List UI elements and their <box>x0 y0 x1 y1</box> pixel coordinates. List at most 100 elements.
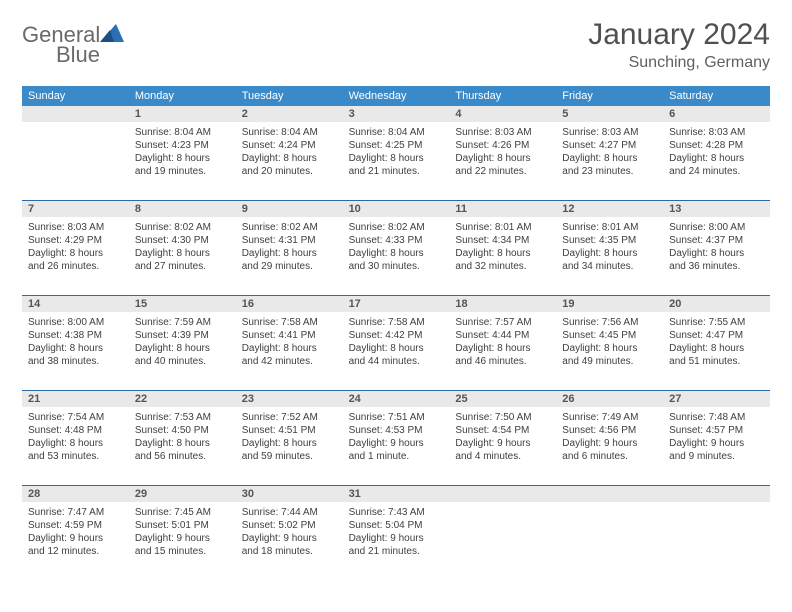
day-cell: Sunrise: 8:04 AMSunset: 4:23 PMDaylight:… <box>129 122 236 200</box>
sunset-line: Sunset: 4:50 PM <box>135 424 230 437</box>
daylight-line-2: and 23 minutes. <box>562 165 657 178</box>
daylight-line-2: and 49 minutes. <box>562 355 657 368</box>
sunset-line: Sunset: 4:31 PM <box>242 234 337 247</box>
daylight-line-2: and 32 minutes. <box>455 260 550 273</box>
day-cell: Sunrise: 8:04 AMSunset: 4:25 PMDaylight:… <box>343 122 450 200</box>
day-info: Sunrise: 8:04 AMSunset: 4:24 PMDaylight:… <box>240 124 339 178</box>
day-info: Sunrise: 8:03 AMSunset: 4:27 PMDaylight:… <box>560 124 659 178</box>
day-number: 19 <box>556 296 663 312</box>
sunset-line: Sunset: 4:44 PM <box>455 329 550 342</box>
daylight-line-1: Daylight: 9 hours <box>455 437 550 450</box>
daylight-line-2: and 22 minutes. <box>455 165 550 178</box>
day-number: 12 <box>556 201 663 217</box>
sunset-line: Sunset: 4:24 PM <box>242 139 337 152</box>
dow-sat: Saturday <box>663 86 770 106</box>
dow-fri: Friday <box>556 86 663 106</box>
daylight-line-2: and 56 minutes. <box>135 450 230 463</box>
sunset-line: Sunset: 5:02 PM <box>242 519 337 532</box>
daylight-line-1: Daylight: 8 hours <box>135 247 230 260</box>
daylight-line-2: and 20 minutes. <box>242 165 337 178</box>
sunrise-line: Sunrise: 7:47 AM <box>28 506 123 519</box>
daylight-line-2: and 40 minutes. <box>135 355 230 368</box>
dow-tue: Tuesday <box>236 86 343 106</box>
daylight-line-2: and 38 minutes. <box>28 355 123 368</box>
sunset-line: Sunset: 4:41 PM <box>242 329 337 342</box>
daylight-line-1: Daylight: 9 hours <box>349 532 444 545</box>
day-number: 31 <box>343 486 450 502</box>
day-number: 4 <box>449 106 556 122</box>
sunset-line: Sunset: 4:37 PM <box>669 234 764 247</box>
dow-sun: Sunday <box>22 86 129 106</box>
daylight-line-1: Daylight: 8 hours <box>242 247 337 260</box>
day-cell: Sunrise: 7:52 AMSunset: 4:51 PMDaylight:… <box>236 407 343 485</box>
day-number: 21 <box>22 391 129 407</box>
sunset-line: Sunset: 4:33 PM <box>349 234 444 247</box>
day-number: 30 <box>236 486 343 502</box>
week-row: Sunrise: 8:03 AMSunset: 4:29 PMDaylight:… <box>22 217 770 296</box>
day-info: Sunrise: 7:57 AMSunset: 4:44 PMDaylight:… <box>453 314 552 368</box>
day-info: Sunrise: 7:59 AMSunset: 4:39 PMDaylight:… <box>133 314 232 368</box>
day-cell: Sunrise: 8:00 AMSunset: 4:38 PMDaylight:… <box>22 312 129 390</box>
day-number: 2 <box>236 106 343 122</box>
daylight-line-2: and 59 minutes. <box>242 450 337 463</box>
daylight-line-1: Daylight: 8 hours <box>242 342 337 355</box>
daylight-line-1: Daylight: 8 hours <box>135 152 230 165</box>
daylight-line-1: Daylight: 8 hours <box>242 152 337 165</box>
day-cell: Sunrise: 7:48 AMSunset: 4:57 PMDaylight:… <box>663 407 770 485</box>
day-cell: Sunrise: 8:02 AMSunset: 4:33 PMDaylight:… <box>343 217 450 295</box>
sunrise-line: Sunrise: 8:01 AM <box>455 221 550 234</box>
daylight-line-2: and 26 minutes. <box>28 260 123 273</box>
day-cell: Sunrise: 7:43 AMSunset: 5:04 PMDaylight:… <box>343 502 450 580</box>
day-number: 15 <box>129 296 236 312</box>
sunset-line: Sunset: 4:39 PM <box>135 329 230 342</box>
sunset-line: Sunset: 4:25 PM <box>349 139 444 152</box>
day-number: 28 <box>22 486 129 502</box>
day-info: Sunrise: 7:52 AMSunset: 4:51 PMDaylight:… <box>240 409 339 463</box>
day-cell: Sunrise: 7:59 AMSunset: 4:39 PMDaylight:… <box>129 312 236 390</box>
daylight-line-1: Daylight: 9 hours <box>349 437 444 450</box>
daylight-line-2: and 4 minutes. <box>455 450 550 463</box>
daylight-line-2: and 15 minutes. <box>135 545 230 558</box>
daylight-line-1: Daylight: 8 hours <box>349 247 444 260</box>
sunrise-line: Sunrise: 7:57 AM <box>455 316 550 329</box>
day-number: 3 <box>343 106 450 122</box>
daynum-row: 28293031 <box>22 486 770 502</box>
sunset-line: Sunset: 4:29 PM <box>28 234 123 247</box>
week-row: Sunrise: 8:04 AMSunset: 4:23 PMDaylight:… <box>22 122 770 201</box>
sunset-line: Sunset: 4:23 PM <box>135 139 230 152</box>
day-cell: Sunrise: 7:58 AMSunset: 4:41 PMDaylight:… <box>236 312 343 390</box>
daylight-line-1: Daylight: 8 hours <box>28 247 123 260</box>
daylight-line-1: Daylight: 8 hours <box>349 152 444 165</box>
day-number <box>663 486 770 502</box>
sunrise-line: Sunrise: 8:04 AM <box>135 126 230 139</box>
day-cell <box>663 502 770 580</box>
daylight-line-1: Daylight: 8 hours <box>135 342 230 355</box>
daylight-line-1: Daylight: 8 hours <box>28 342 123 355</box>
sunset-line: Sunset: 4:57 PM <box>669 424 764 437</box>
day-cell: Sunrise: 7:57 AMSunset: 4:44 PMDaylight:… <box>449 312 556 390</box>
sunset-line: Sunset: 4:59 PM <box>28 519 123 532</box>
daylight-line-2: and 46 minutes. <box>455 355 550 368</box>
day-number <box>449 486 556 502</box>
day-number: 9 <box>236 201 343 217</box>
day-number: 18 <box>449 296 556 312</box>
day-cell <box>22 122 129 200</box>
sunset-line: Sunset: 4:38 PM <box>28 329 123 342</box>
day-number: 23 <box>236 391 343 407</box>
daylight-line-1: Daylight: 9 hours <box>242 532 337 545</box>
daylight-line-1: Daylight: 8 hours <box>242 437 337 450</box>
day-info: Sunrise: 8:00 AMSunset: 4:38 PMDaylight:… <box>26 314 125 368</box>
day-cell: Sunrise: 8:01 AMSunset: 4:35 PMDaylight:… <box>556 217 663 295</box>
day-number: 24 <box>343 391 450 407</box>
daylight-line-2: and 34 minutes. <box>562 260 657 273</box>
day-info: Sunrise: 7:51 AMSunset: 4:53 PMDaylight:… <box>347 409 446 463</box>
daylight-line-2: and 12 minutes. <box>28 545 123 558</box>
day-cell: Sunrise: 7:55 AMSunset: 4:47 PMDaylight:… <box>663 312 770 390</box>
day-number: 14 <box>22 296 129 312</box>
day-number: 7 <box>22 201 129 217</box>
daylight-line-2: and 1 minute. <box>349 450 444 463</box>
header: General Blue January 2024 Sunching, Germ… <box>22 18 770 72</box>
day-cell: Sunrise: 8:03 AMSunset: 4:26 PMDaylight:… <box>449 122 556 200</box>
sunrise-line: Sunrise: 7:55 AM <box>669 316 764 329</box>
daylight-line-1: Daylight: 8 hours <box>669 342 764 355</box>
